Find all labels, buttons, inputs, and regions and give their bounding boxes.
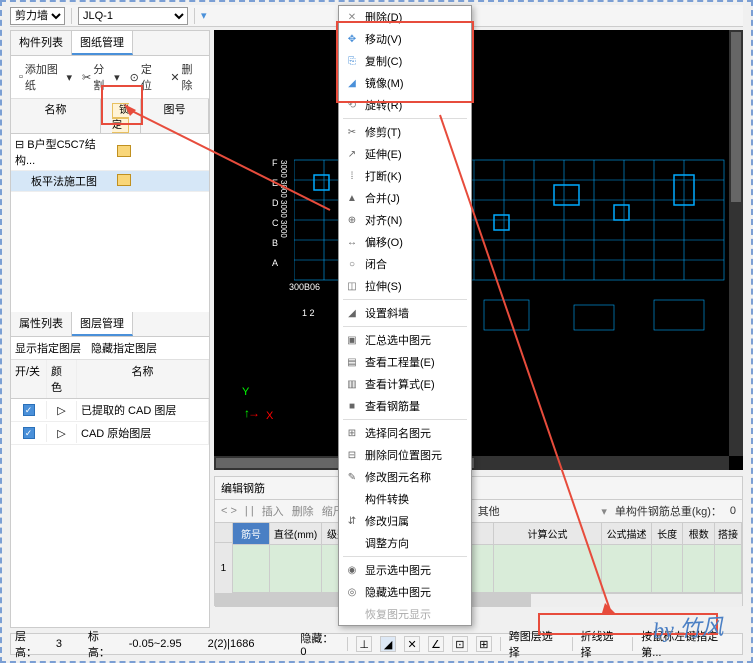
menu-item[interactable]: ◢设置斜墙 bbox=[339, 302, 471, 324]
dimension-text: 3000 3000 3000 3000 bbox=[279, 160, 288, 238]
menu-item[interactable]: ↗延伸(E) bbox=[339, 143, 471, 165]
menu-item[interactable]: ⊞选择同名图元 bbox=[339, 422, 471, 444]
tab-properties[interactable]: 属性列表 bbox=[11, 312, 72, 336]
col-name: 名称 bbox=[11, 99, 101, 133]
menu-item[interactable]: ◢镜像(M) bbox=[339, 72, 471, 94]
tool-icon[interactable]: ◢ bbox=[380, 636, 396, 652]
tool-icon[interactable]: ✕ bbox=[404, 636, 420, 652]
col-toggle: 开/关 bbox=[11, 360, 47, 398]
menu-item[interactable]: ↔偏移(O) bbox=[339, 231, 471, 253]
lock-button[interactable]: 锁定 bbox=[112, 103, 129, 133]
tab-drawings[interactable]: 图纸管理 bbox=[72, 31, 133, 55]
tree-row[interactable]: ⊟ B户型C5C7结构... bbox=[11, 134, 209, 171]
col-num: 图号 bbox=[141, 99, 209, 133]
vertical-scrollbar[interactable] bbox=[729, 30, 743, 456]
layer-row[interactable]: ✓ ▷ 已提取的 CAD 图层 bbox=[11, 399, 209, 422]
panel-title: 编辑钢筋 bbox=[215, 477, 742, 500]
menu-item[interactable]: ⇵修改归属 bbox=[339, 510, 471, 532]
folder-icon bbox=[117, 174, 131, 186]
menu-item[interactable]: ◫拉伸(S) bbox=[339, 275, 471, 297]
tool-icon[interactable]: ∠ bbox=[428, 636, 444, 652]
add-drawing-button[interactable]: ▫ 添加图纸 ▾ bbox=[15, 59, 76, 95]
menu-item[interactable]: ⟲旋转(R) bbox=[339, 94, 471, 116]
menu-item[interactable]: ⊟删除同位置图元 bbox=[339, 444, 471, 466]
context-menu: ✕删除(D)✥移动(V)⎘复制(C)◢镜像(M)⟲旋转(R) ✂修剪(T)↗延伸… bbox=[338, 5, 472, 626]
checkbox[interactable]: ✓ bbox=[23, 404, 35, 416]
col-name: 名称 bbox=[77, 360, 209, 398]
component-dropdown[interactable]: JLQ-1 bbox=[78, 7, 188, 25]
menu-item[interactable]: ▤查看工程量(E) bbox=[339, 351, 471, 373]
tool-icon[interactable]: ⊡ bbox=[452, 636, 468, 652]
split-button[interactable]: ✂ 分割 ▾ bbox=[78, 59, 124, 95]
layer-row[interactable]: ✓ ▷ CAD 原始图层 bbox=[11, 422, 209, 445]
checkbox[interactable]: ✓ bbox=[23, 427, 35, 439]
hide-layer-button[interactable]: 隐藏指定图层 bbox=[91, 340, 157, 356]
show-layer-button[interactable]: 显示指定图层 bbox=[15, 340, 81, 356]
menu-item[interactable]: ⊕对齐(N) bbox=[339, 209, 471, 231]
menu-item[interactable]: ▥查看计算式(E) bbox=[339, 373, 471, 395]
tab-layers[interactable]: 图层管理 bbox=[72, 312, 133, 336]
menu-item[interactable]: ✕删除(D) bbox=[339, 6, 471, 28]
rebar-grid-panel: 编辑钢筋 < > | | 插入 删除 缩尺配筋 钢筋信息 钢筋图库 其他 ▾ 单… bbox=[214, 476, 743, 606]
tab-components[interactable]: 构件列表 bbox=[11, 31, 72, 55]
category-dropdown[interactable]: 剪力墙 bbox=[10, 7, 65, 25]
menu-item[interactable]: 调整方向 bbox=[339, 532, 471, 554]
menu-item[interactable]: ⁞打断(K) bbox=[339, 165, 471, 187]
menu-item[interactable]: ◎隐藏选中图元 bbox=[339, 581, 471, 603]
col-color: 颜色 bbox=[47, 360, 77, 398]
menu-item[interactable]: ■查看钢筋量 bbox=[339, 395, 471, 417]
menu-item[interactable]: ✎修改图元名称 bbox=[339, 466, 471, 488]
menu-item[interactable]: ▣汇总选中图元 bbox=[339, 329, 471, 351]
menu-item[interactable]: 恢复图元显示 bbox=[339, 603, 471, 625]
menu-item[interactable]: ✥移动(V) bbox=[339, 28, 471, 50]
grid-scrollbar[interactable] bbox=[215, 593, 742, 607]
tool-icon[interactable]: ⊞ bbox=[476, 636, 492, 652]
polyline-button[interactable]: 折线选择 bbox=[581, 628, 625, 660]
status-bar: 层高：3 标高：-0.05~2.95 2(2)|1686 隐藏：0 ⊥ ◢ ✕ … bbox=[10, 633, 743, 655]
drawing-canvas[interactable]: F E D C B A 3000 3000 3000 3000 300B06 1… bbox=[214, 30, 743, 470]
menu-item[interactable]: ⎘复制(C) bbox=[339, 50, 471, 72]
cross-layer-button[interactable]: 跨图层选择 bbox=[509, 628, 564, 660]
signature: by 竹风 bbox=[652, 609, 724, 645]
locate-button[interactable]: ⊙ 定位 bbox=[126, 59, 165, 95]
menu-item[interactable]: ✂修剪(T) bbox=[339, 121, 471, 143]
tree-row[interactable]: 板平法施工图 bbox=[11, 171, 209, 192]
folder-icon bbox=[117, 145, 131, 157]
tool-icon[interactable]: ▾ bbox=[201, 9, 207, 22]
menu-item[interactable]: 构件转换 bbox=[339, 488, 471, 510]
left-panel: 构件列表 图纸管理 ▫ 添加图纸 ▾ ✂ 分割 ▾ ⊙ 定位 ✕ 删除 名称 锁… bbox=[10, 30, 210, 628]
menu-item[interactable]: ◉显示选中图元 bbox=[339, 559, 471, 581]
delete-button[interactable]: ✕ 删除 bbox=[166, 59, 205, 95]
tool-icon[interactable]: ⊥ bbox=[356, 636, 372, 652]
menu-item[interactable]: ▲合并(J) bbox=[339, 187, 471, 209]
menu-item[interactable]: ○闭合 bbox=[339, 253, 471, 275]
